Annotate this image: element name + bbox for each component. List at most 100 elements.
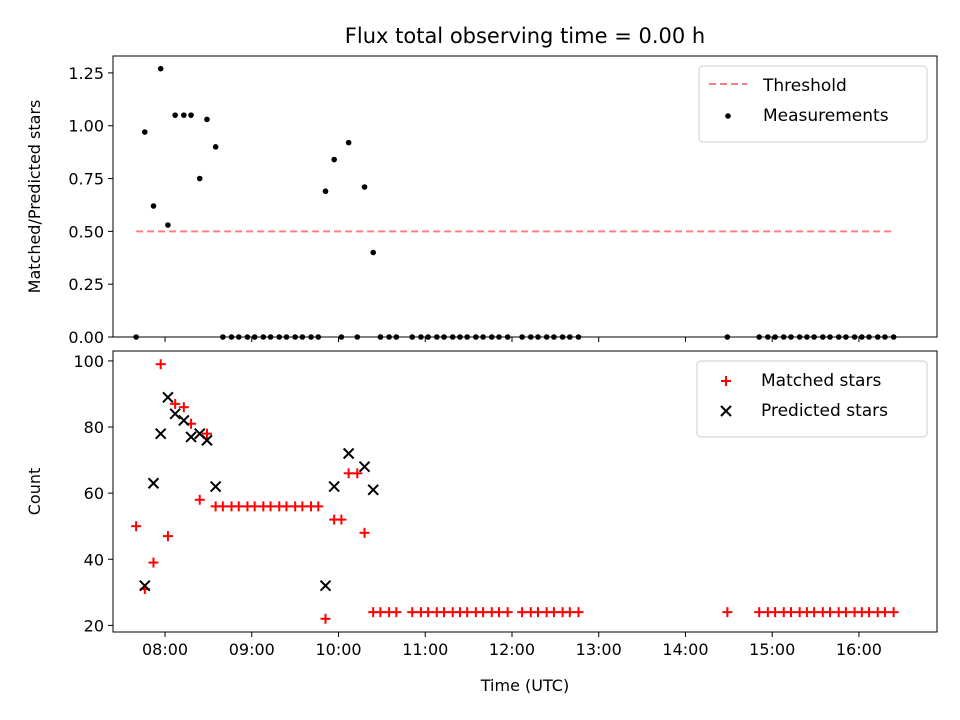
matched-stars-point xyxy=(375,607,386,618)
y-tick-label: 40 xyxy=(84,550,104,569)
y-axis-label: Count xyxy=(25,468,44,516)
y-axis-label: Matched/Predicted stars xyxy=(25,100,44,294)
matched-stars-point xyxy=(162,531,173,542)
matched-stars-point xyxy=(517,607,528,618)
matched-stars-point xyxy=(359,527,370,538)
measurement-point xyxy=(345,139,352,146)
matched-stars-point xyxy=(217,501,228,512)
x-axis-label: Time (UTC) xyxy=(480,676,569,695)
matched-stars-point xyxy=(343,468,354,479)
matched-stars-point xyxy=(462,607,473,618)
measurement-point xyxy=(361,184,368,190)
measurement-point xyxy=(165,222,171,228)
plot-frame xyxy=(112,55,938,338)
predicted-stars-point xyxy=(162,391,174,403)
legend-label: Measurements xyxy=(763,106,889,126)
matched-stars-point xyxy=(879,607,890,618)
matched-stars-point xyxy=(564,607,575,618)
y-tick-label: 1.00 xyxy=(68,117,104,136)
matched-stars-point xyxy=(391,607,402,618)
matched-stars-point xyxy=(423,607,434,618)
measurement-point xyxy=(142,129,148,135)
matched-stars-point xyxy=(407,607,418,618)
count-panel: 20 40 60 80 100 08:00 09:00 10:00 11:00 12:00 13:0… xyxy=(25,350,938,659)
matched-stars-point xyxy=(155,359,166,370)
predicted-stars-point xyxy=(139,580,151,592)
matched-stars-point xyxy=(233,501,244,512)
predicted-stars-point xyxy=(319,580,332,592)
legend-label: Matched stars xyxy=(761,371,881,391)
matched-stars-point xyxy=(178,402,189,413)
x-tick-label: 09:00 xyxy=(229,640,275,659)
matched-stars-point xyxy=(194,494,205,505)
y-tick-label: 0.50 xyxy=(68,222,104,241)
measurement-point xyxy=(322,188,329,195)
matched-stars-point xyxy=(281,501,292,512)
legend-measurements-swatch xyxy=(725,113,731,119)
predicted-stars-point xyxy=(178,414,190,427)
matched-stars-point xyxy=(297,501,308,512)
matched-stars-point xyxy=(754,607,765,618)
matched-stars-point xyxy=(313,501,324,512)
x-tick-label: 12:00 xyxy=(489,640,535,659)
predicted-stars-point xyxy=(328,480,340,493)
matched-stars-point xyxy=(722,607,733,618)
matched-stars-point xyxy=(336,514,347,525)
matched-stars-point xyxy=(478,607,489,618)
matched-stars-point xyxy=(131,521,142,532)
x-tick-label: 13:00 xyxy=(576,640,622,659)
plot-frame xyxy=(112,350,938,633)
y-tick-label: 20 xyxy=(84,616,104,635)
predicted-stars-point xyxy=(169,408,181,420)
predicted-stars-point xyxy=(342,447,355,460)
predicted-stars-point xyxy=(147,477,160,489)
matched-stars-point xyxy=(439,607,450,618)
measurement-point xyxy=(196,175,203,182)
x-tick-label: 10:00 xyxy=(315,640,361,659)
measurement-point xyxy=(181,112,187,118)
measurement-point xyxy=(204,116,210,123)
ratio-panel: 0.00 0.25 0.50 0.75 1.00 1.25 Matched/Predicte… xyxy=(25,55,938,347)
matched-stars-point xyxy=(249,501,260,512)
matched-stars-point xyxy=(864,607,875,618)
x-tick-label: 14:00 xyxy=(662,640,708,659)
legend-box xyxy=(696,360,928,438)
x-tick-label: 15:00 xyxy=(749,640,795,659)
matched-stars-point xyxy=(533,607,544,618)
predicted-stars-point xyxy=(185,431,197,443)
y-tick-label: 0.75 xyxy=(68,170,104,189)
x-tick-label: 11:00 xyxy=(402,640,448,659)
y-tick-label: 1.25 xyxy=(68,64,104,83)
ratio-legend: Threshold Measurements xyxy=(698,65,928,143)
matched-stars-point xyxy=(770,607,781,618)
y-tick-label: 100 xyxy=(73,352,104,371)
legend-label: Predicted stars xyxy=(761,401,888,421)
matched-stars-point xyxy=(888,607,899,618)
matched-stars-point xyxy=(493,607,504,618)
predicted-stars-point xyxy=(358,460,371,473)
matched-stars-point xyxy=(352,468,363,479)
measurement-point xyxy=(157,65,164,72)
matched-stars-point xyxy=(148,557,159,568)
matched-stars-point xyxy=(809,607,820,618)
matched-stars-point xyxy=(573,607,584,618)
y-tick-label: 0.00 xyxy=(68,328,104,347)
measurement-point xyxy=(172,112,178,118)
x-tick-label: 08:00 xyxy=(142,640,188,659)
matched-stars-point xyxy=(825,607,836,618)
measurement-point xyxy=(150,203,157,209)
predicted-stars-point xyxy=(201,434,213,446)
count-legend: Matched stars Predicted stars xyxy=(696,360,928,438)
matched-stars-point xyxy=(201,428,212,439)
y-tick-label: 60 xyxy=(84,484,104,503)
y-tick-label: 0.25 xyxy=(68,275,104,294)
chart-title: Flux total observing time = 0.00 h xyxy=(345,24,705,48)
matched-stars-point xyxy=(265,501,276,512)
predicted-stars-point xyxy=(209,480,222,493)
x-tick-label: 16:00 xyxy=(836,640,882,659)
legend-label: Threshold xyxy=(762,76,847,96)
measurement-point xyxy=(331,156,337,163)
measurement-point xyxy=(188,112,194,118)
matched-stars-point xyxy=(785,607,796,618)
